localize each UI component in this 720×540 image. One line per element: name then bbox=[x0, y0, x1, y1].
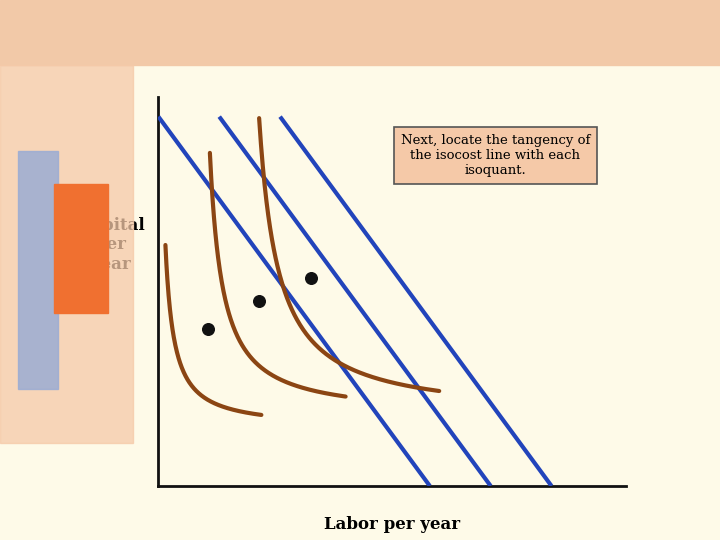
Text: Next, locate the tangency of
the isocost line with each
isoquant.: Next, locate the tangency of the isocost… bbox=[400, 134, 590, 177]
Point bbox=[253, 297, 265, 306]
Point bbox=[202, 324, 213, 333]
Text: Capital
per
year: Capital per year bbox=[78, 217, 145, 273]
Text: Labor per year: Labor per year bbox=[324, 516, 461, 534]
Point bbox=[305, 274, 316, 282]
